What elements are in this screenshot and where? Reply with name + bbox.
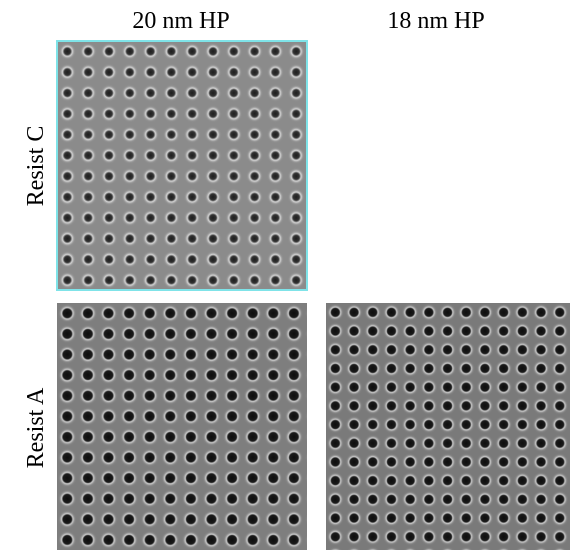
row-label: Resist C <box>23 126 49 207</box>
column-label: 18 nm HP <box>387 8 484 34</box>
page: 20 nm HP 18 nm HP Resist C Resist A (() … <box>0 0 572 550</box>
sem-image <box>57 303 307 550</box>
column-label: 20 nm HP <box>132 8 229 34</box>
row-label: Resist A <box>23 387 49 468</box>
figure: 20 nm HP 18 nm HP Resist C Resist A <box>0 0 572 550</box>
sem-image <box>326 303 570 550</box>
sem-image <box>57 41 307 290</box>
